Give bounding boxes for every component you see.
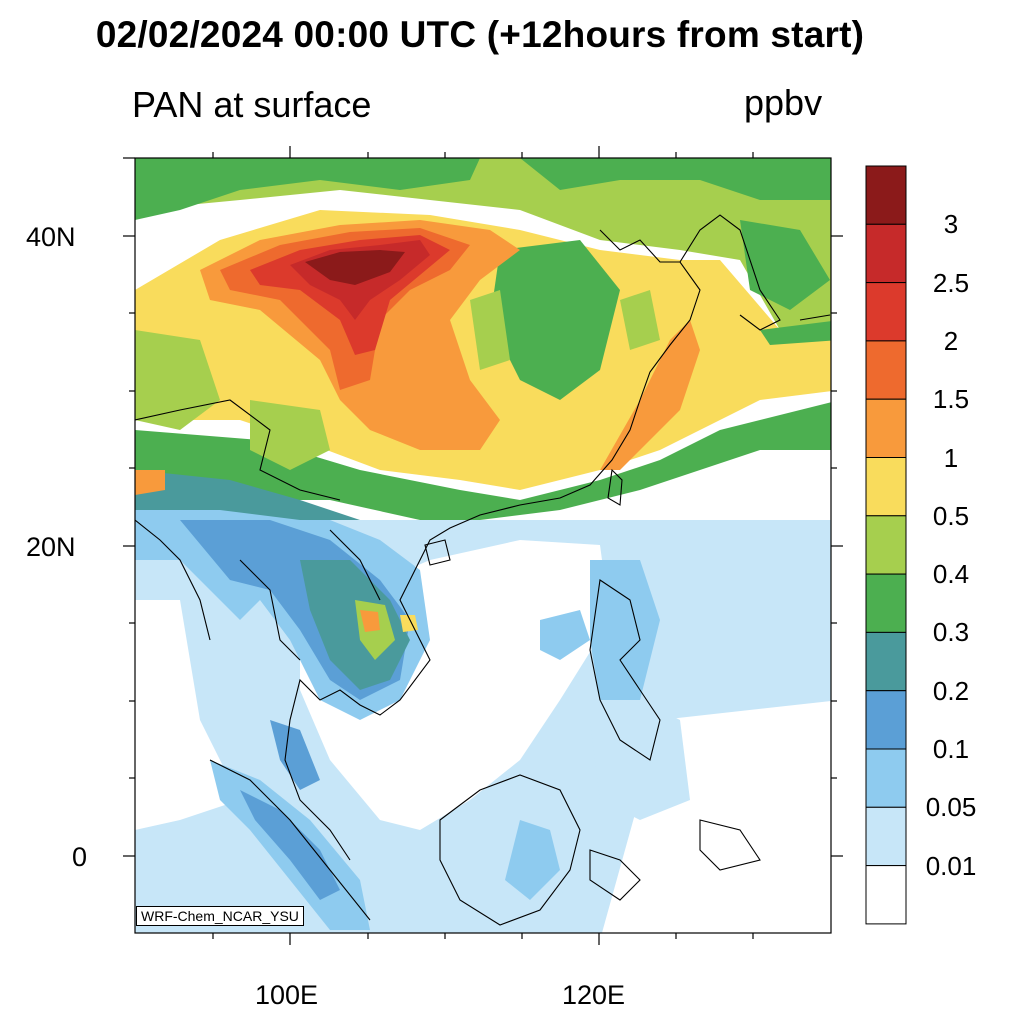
colorbar-swatch [865,165,907,225]
lon-label-120e: 120E [562,980,626,1010]
colorbar-swatch [865,573,907,633]
colorbar-swatch [865,690,907,750]
colorbar-swatch [865,806,907,867]
colorbar [865,165,907,925]
variable-label: PAN at surface [132,84,372,125]
colorbar-swatch [865,282,907,342]
colorbar-swatch [865,865,907,925]
colorbar-label: 0.05 [925,792,977,823]
colorbar-label: 3 [943,209,959,240]
colorbar-label: 1 [943,442,959,473]
lat-label-0: 0 [72,842,88,872]
colorbar-label: 2.5 [932,267,970,298]
colorbar-swatch [865,457,907,517]
map-title: 02/02/2024 00:00 UTC (+12hours from star… [95,14,865,55]
colorbar-label: 0.3 [932,617,970,648]
colorbar-swatch [865,515,907,575]
colorbar-label: 0.1 [932,734,970,764]
colorbar-label: 0.5 [932,500,970,531]
colorbar-swatch [865,340,907,400]
colorbar-swatch [865,223,907,284]
colorbar-label: 0.4 [932,559,970,590]
units-label: ppbv [744,82,823,123]
axis-ticks [123,146,843,945]
colorbar-label: 2 [943,325,959,356]
colorbar-swatch [865,748,907,808]
colorbar-swatch [865,631,907,692]
colorbar-label: 0.2 [932,675,970,706]
concentration-field [135,158,831,933]
lat-label-20n: 20N [26,532,76,562]
colorbar-swatch [865,398,907,459]
model-credit: WRF-Chem_NCAR_YSU [136,906,304,926]
colorbar-label: 1.5 [932,384,970,415]
coastlines [135,214,831,926]
lat-label-40n: 40N [26,222,76,252]
colorbar-label: 0.01 [925,850,977,881]
lon-label-100e: 100E [255,980,319,1010]
